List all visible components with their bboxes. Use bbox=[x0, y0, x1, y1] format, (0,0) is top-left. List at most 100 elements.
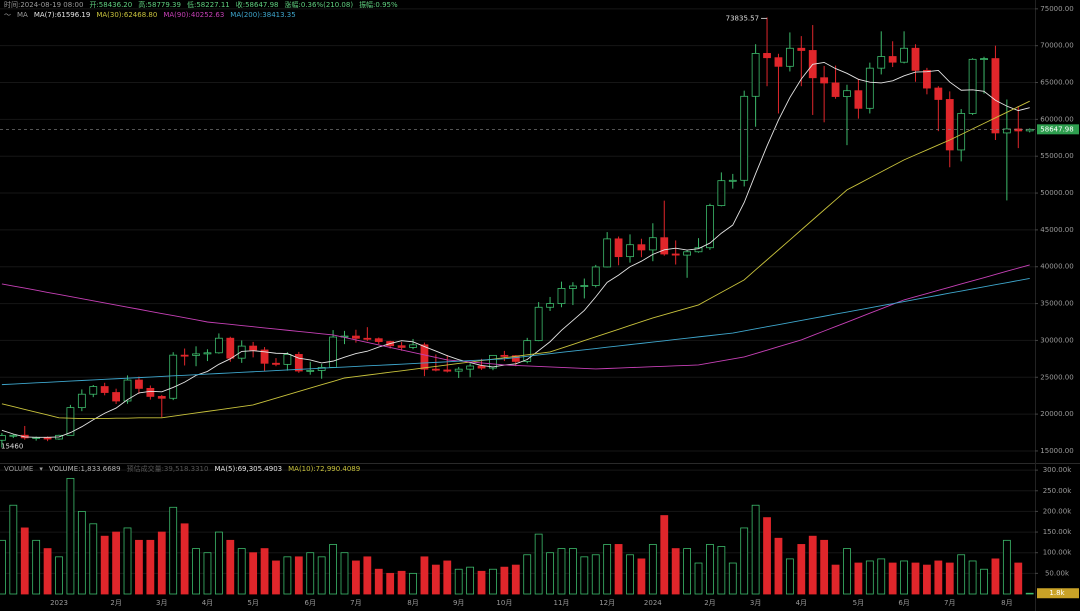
candle-body bbox=[135, 379, 143, 389]
high-annotation: 73835.57 bbox=[726, 14, 759, 22]
candle-body bbox=[854, 90, 863, 109]
y-tick-label: 250.00k bbox=[1043, 487, 1072, 495]
volume-bar bbox=[843, 548, 851, 595]
candle-body bbox=[911, 47, 920, 71]
volume-bar bbox=[626, 554, 634, 595]
volume-bar bbox=[911, 562, 920, 595]
volume-bar bbox=[648, 544, 657, 595]
volume-bar bbox=[123, 527, 132, 595]
candle-body bbox=[489, 354, 497, 369]
candle-body bbox=[534, 306, 543, 342]
volume-bar bbox=[329, 544, 337, 595]
ohlc-header: 时间:2024-08-19 08:00 开:58436.20 高:58779.39 低… bbox=[4, 1, 398, 10]
y-tick-label: 300.00k bbox=[1043, 466, 1072, 474]
volume-bar bbox=[0, 539, 6, 595]
candle-body bbox=[409, 344, 417, 348]
volume-bar bbox=[157, 531, 166, 595]
candle-body bbox=[180, 354, 189, 357]
volume-bar bbox=[214, 531, 223, 595]
candle-body bbox=[272, 362, 280, 365]
volume-bar bbox=[991, 558, 1000, 595]
volume-bar bbox=[591, 554, 600, 595]
volume-bar bbox=[865, 560, 874, 595]
candle-body bbox=[89, 386, 98, 395]
legend-entry: MA(90):40252.63 bbox=[163, 11, 225, 19]
volume-bar bbox=[660, 515, 669, 595]
candle-body bbox=[112, 392, 120, 402]
volume-bar bbox=[728, 562, 737, 595]
ma-line bbox=[1, 61, 1030, 438]
volume-bar bbox=[1025, 592, 1034, 595]
candle-body bbox=[569, 285, 577, 289]
volume-bar bbox=[808, 535, 817, 595]
volume-bar bbox=[43, 548, 52, 595]
volume-bar bbox=[454, 568, 463, 595]
volume-bar bbox=[374, 568, 383, 595]
volume-bar bbox=[603, 544, 612, 595]
candle-body bbox=[626, 244, 634, 258]
candle-body bbox=[420, 344, 429, 370]
volume-bar bbox=[557, 548, 566, 595]
volume-header-field: MA(10):72,990.4089 bbox=[288, 465, 361, 473]
candle-body bbox=[683, 251, 691, 256]
candle-body bbox=[671, 253, 680, 256]
volume-bar bbox=[797, 544, 806, 595]
volume-bar bbox=[363, 556, 372, 595]
volume-bar bbox=[386, 572, 395, 595]
volume-bar bbox=[785, 558, 794, 595]
volume-bar bbox=[146, 539, 155, 595]
volume-bar bbox=[89, 523, 98, 595]
candle-body bbox=[226, 337, 235, 359]
candle-body bbox=[694, 247, 703, 253]
legend-toggle[interactable]: 〜 bbox=[4, 11, 11, 19]
volume-bar bbox=[409, 572, 417, 595]
ma-line bbox=[1, 278, 1030, 386]
volume-header-field: MA(5):69,305.4903 bbox=[214, 465, 283, 473]
candle-body bbox=[843, 90, 851, 97]
volume-bar bbox=[340, 552, 349, 595]
volume-bar bbox=[443, 560, 452, 595]
volume-bar bbox=[226, 539, 235, 595]
y-tick-label: 25000.00 bbox=[1040, 373, 1073, 381]
candle-body bbox=[991, 58, 1000, 134]
ma-legend: 〜 MA MA(7):61596.19 MA(30):62468.80 MA(90):4… bbox=[4, 11, 296, 20]
candle-body bbox=[888, 56, 897, 63]
volume-bar bbox=[260, 548, 269, 595]
candle-body bbox=[900, 47, 908, 63]
volume-bar bbox=[294, 556, 303, 595]
candle-body bbox=[740, 95, 749, 181]
candle-body bbox=[797, 47, 806, 51]
y-tick-label: 30000.00 bbox=[1040, 336, 1073, 344]
candle-body bbox=[294, 354, 303, 372]
volume-bar bbox=[980, 568, 988, 595]
volume-bar bbox=[466, 566, 475, 595]
y-tick-label: 15000.00 bbox=[1040, 447, 1073, 455]
candle-body bbox=[557, 287, 566, 304]
x-tick-label: 2月 bbox=[704, 599, 715, 607]
candle-body bbox=[100, 386, 109, 393]
volume-bar bbox=[877, 558, 886, 595]
candle-body bbox=[146, 387, 155, 397]
y-tick-label: 150.00k bbox=[1043, 528, 1072, 536]
volume-bar bbox=[900, 560, 908, 595]
candle-body bbox=[317, 366, 326, 371]
volume-bar bbox=[1014, 562, 1023, 595]
volume-bar bbox=[100, 535, 109, 595]
dropdown-icon[interactable]: ▾ bbox=[39, 465, 43, 473]
y-tick-label: 40000.00 bbox=[1040, 263, 1073, 271]
candle-body bbox=[580, 285, 589, 287]
volume-header: VOLUME ▾ VOLUME:1,833.6689 预估成交量:39,518.331… bbox=[4, 465, 360, 474]
y-tick-label: 100.00k bbox=[1043, 549, 1072, 557]
volume-bar bbox=[763, 517, 771, 595]
volume-bar bbox=[511, 564, 520, 595]
volume-bar bbox=[272, 560, 280, 595]
candle-body bbox=[957, 113, 966, 151]
candle-body bbox=[77, 393, 86, 409]
candle-body bbox=[706, 205, 714, 249]
volume-bar bbox=[9, 504, 18, 595]
candle-body bbox=[477, 365, 486, 369]
x-tick-label: 2月 bbox=[110, 599, 121, 607]
candle-body bbox=[865, 67, 874, 109]
